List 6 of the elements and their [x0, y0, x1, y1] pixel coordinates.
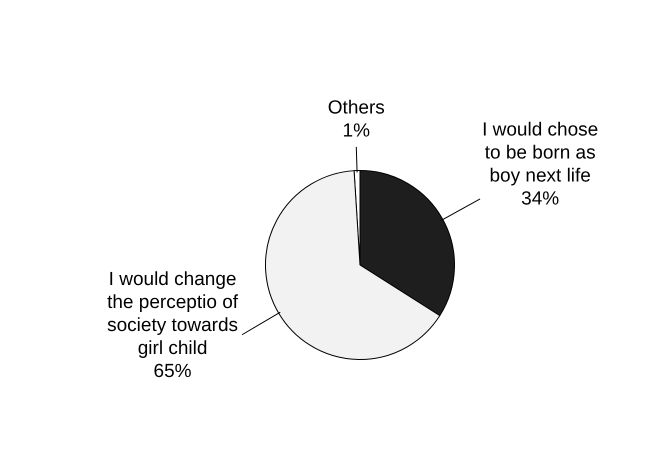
slice-label: I would chose to be born as boy next life	[482, 120, 598, 187]
slice-label: I would change the perceptio of society towards girl child	[107, 269, 239, 360]
data-label: 1%	[342, 120, 370, 142]
slice-label: Others	[328, 98, 385, 119]
data-label: 65%	[154, 361, 192, 382]
data-label: 34%	[521, 188, 560, 210]
